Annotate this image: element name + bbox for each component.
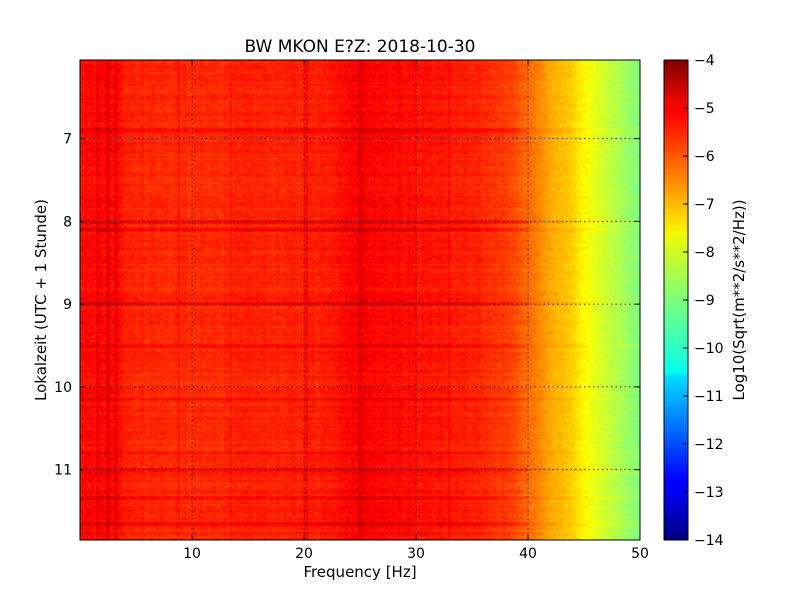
x-tick-label: 10: [183, 546, 201, 562]
x-tick-label: 40: [519, 546, 537, 562]
x-axis-ticks: 10 20 30 40 50: [183, 60, 649, 562]
colorbar-tick-label: −14: [694, 533, 724, 549]
x-axis-label: Frequency [Hz]: [303, 563, 416, 581]
chart-title: BW MKON E?Z: 2018-10-30: [245, 37, 476, 57]
y-tick-label: 11: [54, 463, 72, 479]
colorbar-tick-label: −5: [694, 101, 715, 117]
colorbar-tick-label: −12: [694, 437, 724, 453]
plot-frame: [79, 59, 641, 541]
y-axis-label: Lokalzeit (UTC + 1 Stunde): [32, 199, 50, 401]
y-tick-label: 10: [54, 380, 72, 396]
x-tick-label: 20: [295, 546, 313, 562]
colorbar-ticks: −4 −5 −6 −7 −8 −9 −10 −11 −12 −13 −14: [683, 53, 724, 549]
colorbar-tick-label: −6: [694, 149, 715, 165]
grid-lines: [80, 60, 640, 540]
y-tick-label: 8: [63, 214, 72, 230]
colorbar-tick-label: −9: [694, 293, 715, 309]
colorbar-tick-label: −13: [694, 485, 724, 501]
colorbar-tick-label: −10: [694, 341, 724, 357]
colorbar-tick-label: −7: [694, 197, 715, 213]
colorbar-tick-label: −8: [694, 245, 715, 261]
spectrogram-heatmap: [80, 60, 640, 540]
y-tick-label: 7: [63, 132, 72, 148]
spectrogram-image: [80, 60, 640, 540]
y-tick-label: 9: [63, 297, 72, 313]
colorbar-tick-label: −4: [694, 53, 715, 69]
x-tick-label: 50: [631, 546, 649, 562]
y-axis-ticks: 7 8 9 10 11: [54, 132, 640, 479]
x-tick-label: 30: [407, 546, 425, 562]
colorbar-tick-label: −11: [694, 389, 724, 405]
colorbar-label: Log10(Sqrt(m**2/s**2/Hz)): [730, 199, 748, 400]
